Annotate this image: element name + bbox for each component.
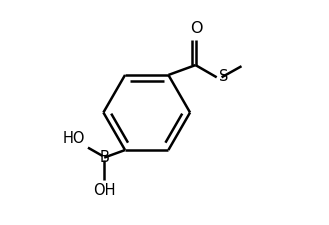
Text: HO: HO [63,131,85,146]
Text: S: S [219,69,228,84]
Text: O: O [190,20,203,36]
Text: OH: OH [93,182,115,198]
Text: B: B [99,150,109,165]
